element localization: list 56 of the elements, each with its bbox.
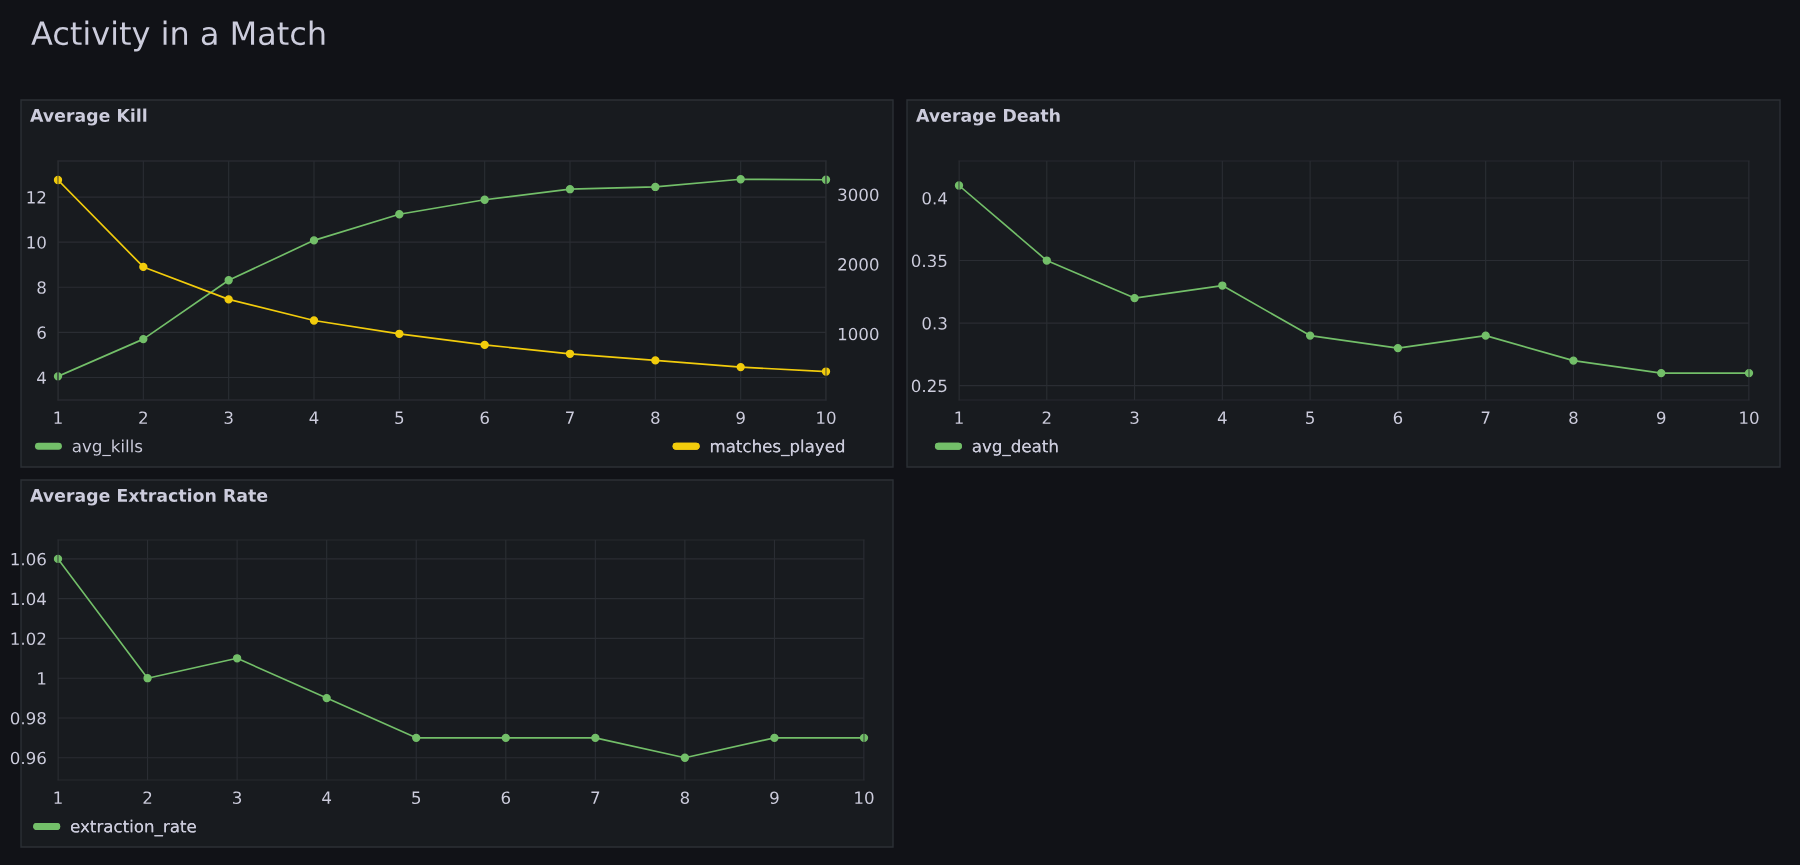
x-tick-label: 5 <box>1306 411 1314 425</box>
y-tick-label: 10 <box>27 236 46 249</box>
legend-label: matches_played <box>710 439 845 457</box>
y-tick-label: 1.02 <box>11 632 46 645</box>
legend-label: extraction_rate <box>70 819 196 837</box>
y-tick-label: 0.98 <box>10 711 46 725</box>
y-tick-label: 1.04 <box>11 592 46 606</box>
x-tick-label: 9 <box>736 411 745 425</box>
y2-tick-label: 2000 <box>838 258 879 271</box>
x-tick-label: 3 <box>233 791 242 805</box>
x-tick-label: 9 <box>1656 411 1666 425</box>
y-tick-label: 4 <box>37 371 46 384</box>
x-tick-label: 2 <box>139 411 147 424</box>
x-tick-label: 10 <box>1740 411 1759 425</box>
x-tick-label: 1 <box>955 411 963 424</box>
text: Activity in a Match <box>31 20 325 52</box>
x-tick-label: 8 <box>651 411 660 425</box>
y-tick-label: 6 <box>37 326 46 339</box>
y-tick-label: 8 <box>37 281 46 294</box>
x-tick-label: 2 <box>143 791 152 804</box>
y-tick-label: 0.3 <box>922 317 947 330</box>
x-tick-label: 8 <box>680 791 690 805</box>
x-tick-label: 3 <box>224 411 233 425</box>
legend-label: avg_death <box>972 439 1058 457</box>
legend-label: avg_kills <box>72 439 143 457</box>
y-tick-label: 0.4 <box>922 191 947 205</box>
x-tick-label: 7 <box>566 411 574 424</box>
y-tick-label: 0.35 <box>911 254 947 268</box>
x-tick-label: 6 <box>501 791 511 805</box>
y2-tick-label: 3000 <box>838 188 879 202</box>
x-tick-label: 2 <box>1042 411 1051 424</box>
x-tick-label: 6 <box>1393 411 1403 425</box>
x-tick-label: 1 <box>54 791 62 804</box>
y-tick-label: 1.06 <box>11 552 46 566</box>
x-tick-label: 5 <box>412 791 421 805</box>
y-tick-label: 1 <box>38 672 46 685</box>
x-tick-label: 4 <box>322 791 332 804</box>
x-tick-label: 9 <box>770 791 779 805</box>
y-tick-label: 12 <box>27 191 46 204</box>
x-tick-label: 7 <box>591 791 600 804</box>
y-tick-label: 0.25 <box>911 379 947 393</box>
chart-title: Average Death <box>916 108 1060 126</box>
x-tick-label: 4 <box>1217 411 1227 424</box>
x-tick-label: 3 <box>1130 411 1139 425</box>
x-tick-label: 5 <box>395 411 404 425</box>
chart-title: Average Kill <box>30 108 147 126</box>
x-tick-label: 4 <box>309 411 319 424</box>
x-tick-label: 10 <box>817 411 836 425</box>
x-tick-label: 6 <box>480 411 489 425</box>
x-tick-label: 10 <box>855 791 874 805</box>
y-tick-label: 0.96 <box>10 751 46 765</box>
y2-tick-label: 1000 <box>838 327 879 341</box>
chart-title: Average Extraction Rate <box>30 488 268 506</box>
x-tick-label: 8 <box>1569 411 1578 425</box>
x-tick-label: 1 <box>54 411 62 424</box>
x-tick-label: 7 <box>1481 411 1490 424</box>
